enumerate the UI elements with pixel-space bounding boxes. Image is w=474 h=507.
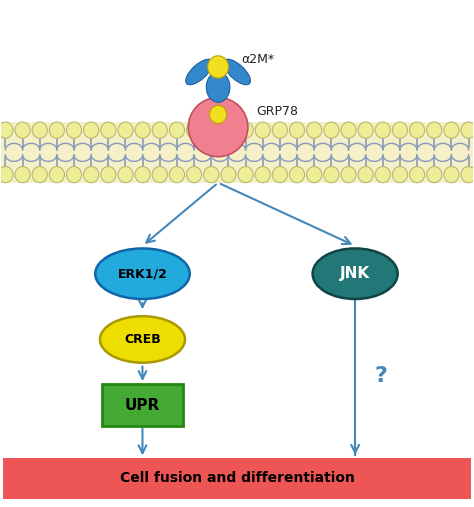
Text: Cell fusion and differentiation: Cell fusion and differentiation <box>119 472 355 486</box>
Circle shape <box>341 122 356 138</box>
Circle shape <box>238 122 253 138</box>
Text: ERK1/2: ERK1/2 <box>118 267 167 280</box>
Circle shape <box>0 166 13 183</box>
Circle shape <box>32 166 47 183</box>
Circle shape <box>152 122 167 138</box>
Circle shape <box>410 122 425 138</box>
Circle shape <box>169 166 184 183</box>
Circle shape <box>169 122 184 138</box>
Circle shape <box>135 122 150 138</box>
Circle shape <box>290 166 305 183</box>
Ellipse shape <box>100 316 185 363</box>
Circle shape <box>204 166 219 183</box>
Circle shape <box>444 122 459 138</box>
Circle shape <box>15 166 30 183</box>
Circle shape <box>324 122 339 138</box>
Circle shape <box>392 122 408 138</box>
Text: UPR: UPR <box>125 397 160 413</box>
Circle shape <box>0 122 13 138</box>
Circle shape <box>238 166 253 183</box>
Circle shape <box>255 166 270 183</box>
Circle shape <box>273 122 287 138</box>
Circle shape <box>187 166 201 183</box>
Circle shape <box>83 122 99 138</box>
FancyBboxPatch shape <box>102 384 182 426</box>
Ellipse shape <box>206 72 230 102</box>
Text: JNK: JNK <box>340 266 370 281</box>
Circle shape <box>427 122 442 138</box>
Ellipse shape <box>188 97 248 157</box>
Circle shape <box>307 166 322 183</box>
Circle shape <box>307 122 322 138</box>
Circle shape <box>341 166 356 183</box>
Circle shape <box>461 166 474 183</box>
Circle shape <box>49 122 64 138</box>
Circle shape <box>204 122 219 138</box>
Text: α2M*: α2M* <box>242 53 275 66</box>
Circle shape <box>83 166 99 183</box>
Circle shape <box>101 166 116 183</box>
Circle shape <box>273 166 287 183</box>
Circle shape <box>221 166 236 183</box>
Circle shape <box>101 122 116 138</box>
Circle shape <box>15 122 30 138</box>
Circle shape <box>32 122 47 138</box>
Text: ?: ? <box>375 366 388 386</box>
Circle shape <box>375 122 391 138</box>
Circle shape <box>410 166 425 183</box>
Circle shape <box>392 166 408 183</box>
Circle shape <box>49 166 64 183</box>
Ellipse shape <box>95 248 190 299</box>
Circle shape <box>255 122 270 138</box>
Circle shape <box>118 166 133 183</box>
Circle shape <box>187 122 201 138</box>
Circle shape <box>210 105 227 124</box>
Bar <box>0 122 474 183</box>
Circle shape <box>444 166 459 183</box>
Circle shape <box>461 122 474 138</box>
Circle shape <box>221 122 236 138</box>
Ellipse shape <box>186 59 213 85</box>
Circle shape <box>290 122 305 138</box>
Ellipse shape <box>313 248 398 299</box>
Text: CREB: CREB <box>124 333 161 346</box>
Circle shape <box>66 122 82 138</box>
Circle shape <box>427 166 442 183</box>
Circle shape <box>135 166 150 183</box>
FancyBboxPatch shape <box>3 458 471 499</box>
Circle shape <box>324 166 339 183</box>
Ellipse shape <box>224 59 250 85</box>
Circle shape <box>66 166 82 183</box>
Circle shape <box>208 56 228 78</box>
Circle shape <box>152 166 167 183</box>
Circle shape <box>358 166 373 183</box>
Circle shape <box>118 122 133 138</box>
Circle shape <box>358 122 373 138</box>
Circle shape <box>375 166 391 183</box>
Text: GRP78: GRP78 <box>256 105 298 119</box>
